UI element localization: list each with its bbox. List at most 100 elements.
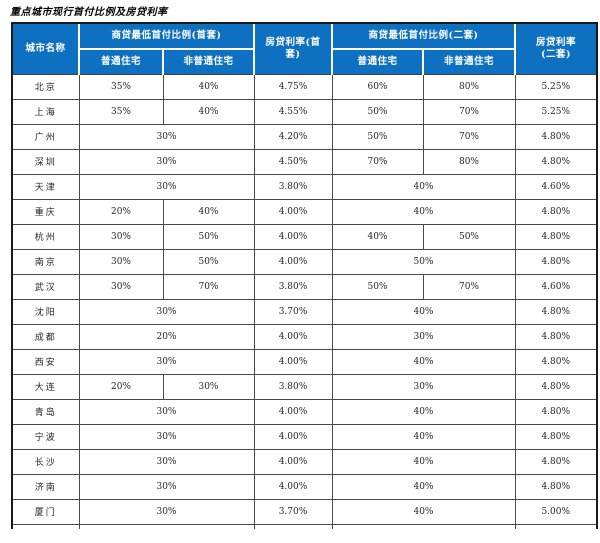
cell-second-downpayment-merged: 40% — [331, 423, 516, 450]
cell-second-rate: 4.80% — [514, 223, 596, 250]
cell-second-rate: 4.80% — [514, 398, 596, 425]
cell-first-rate: 4.00% — [253, 473, 333, 500]
cell-first-downpayment-merged: 20% — [78, 323, 255, 350]
cell-first-downpayment-merged: 30% — [78, 398, 255, 425]
cell-first-rate: 3.80% — [253, 273, 333, 300]
cell-second-rate: 4.80% — [514, 323, 596, 350]
header-row-1: 城市名称 商贷最低首付比例(首套) 房贷利率(首 套) 商贷最低首付比例(二套)… — [13, 24, 596, 75]
cell-first-downpayment-merged: 30% — [78, 173, 255, 200]
cell-city: 广州 — [13, 123, 80, 150]
table-row: 广州 30% 4.20% 50% 70% 4.80% — [13, 123, 596, 150]
cell-city: 青岛 — [13, 398, 80, 425]
table-row: 杭州 30% 50% 4.00% 40% 50% 4.80% — [13, 223, 596, 250]
table-title: 重点城市现行首付比例及房贷利率 — [10, 7, 168, 18]
cell-second-rate: 4.60% — [514, 273, 596, 300]
cell-city: 重庆 — [13, 198, 80, 225]
table-row: 长沙 30% 4.00% 40% 4.80% — [13, 448, 596, 475]
cell-second-non-ordinary: 70% — [422, 273, 516, 300]
cell-first-non-ordinary: 70% — [162, 273, 255, 300]
cell-first-rate: 4.50% — [253, 148, 333, 175]
cell-first-ordinary: 30% — [78, 273, 164, 300]
cell-first-downpayment-merged: 30% — [78, 123, 255, 150]
cell-first-downpayment-merged: 30% — [78, 298, 255, 325]
header-first-downpayment-section: 商贷最低首付比例(首套) — [78, 24, 255, 50]
cell-first-non-ordinary: 50% — [162, 223, 255, 250]
header-second-rate: 房贷利率 (二套) — [514, 24, 596, 75]
table-body: 北京 35% 40% 4.75% 60% 80% 5.25% 上海 35% 40% 4.55% 50%… — [13, 73, 596, 529]
cell-second-downpayment-merged: 50% — [331, 248, 516, 275]
cell-city: 上海 — [13, 98, 80, 125]
table-row: 西安 30% 4.00% 40% 4.80% — [13, 348, 596, 375]
cell-first-rate: 4.00% — [253, 398, 333, 425]
cell-first-rate: 4.00% — [253, 448, 333, 475]
cell-city: 深圳 — [13, 148, 80, 175]
cell-second-non-ordinary: 70% — [422, 123, 516, 150]
cell-first-rate: 3.70% — [253, 498, 333, 525]
cell-second-ordinary: 40% — [331, 223, 424, 250]
cell-city: 西安 — [13, 348, 80, 375]
cell-second-downpayment-merged: 40% — [331, 398, 516, 425]
cell-first-non-ordinary: 40% — [162, 73, 255, 100]
cell-first-downpayment-merged: 30% — [78, 148, 255, 175]
cell-second-rate: 4.80% — [514, 348, 596, 375]
cell-first-non-ordinary: 50% — [162, 248, 255, 275]
cell-second-downpayment-merged: 30% — [331, 373, 516, 400]
cell-second-partial — [331, 523, 516, 529]
header-second-non-ordinary: 非普通住宅 — [422, 48, 516, 75]
cell-city: 大连 — [13, 373, 80, 400]
cell-city: 厦门 — [13, 498, 80, 525]
city-downpayment-table: 城市名称 商贷最低首付比例(首套) 房贷利率(首 套) 商贷最低首付比例(二套)… — [13, 24, 596, 529]
cell-first-non-ordinary: 30% — [162, 373, 255, 400]
cell-first-ordinary: 30% — [78, 223, 164, 250]
cell-second-rate: 5.00% — [514, 498, 596, 525]
cell-first-downpayment-merged: 30% — [78, 423, 255, 450]
cell-first-rate: 4.75% — [253, 73, 333, 100]
cell-second-non-ordinary: 80% — [422, 148, 516, 175]
table-row: 厦门 30% 3.70% 40% 5.00% — [13, 498, 596, 525]
cell-first-ordinary: 20% — [78, 198, 164, 225]
cell-city: 沈阳 — [13, 298, 80, 325]
cell-second-rate: 4.80% — [514, 373, 596, 400]
table-row: 青岛 30% 4.00% 40% 4.80% — [13, 398, 596, 425]
table-row: 大连 20% 30% 3.80% 30% 4.80% — [13, 373, 596, 400]
table-row: 武汉 30% 70% 3.80% 50% 70% 4.60% — [13, 273, 596, 300]
cell-first-downpayment-merged: 30% — [78, 473, 255, 500]
header-second-ordinary: 普通住宅 — [331, 48, 424, 75]
cell-second-downpayment-merged: 30% — [331, 323, 516, 350]
cell-first-ordinary: 35% — [78, 98, 164, 125]
cell-second-rate: 4.80% — [514, 198, 596, 225]
cell-city: 杭州 — [13, 223, 80, 250]
cell-first-rate-partial — [253, 523, 333, 529]
cell-second-downpayment-merged: 40% — [331, 298, 516, 325]
cell-second-rate: 5.25% — [514, 98, 596, 125]
cell-city: 成都 — [13, 323, 80, 350]
cell-first-rate: 4.00% — [253, 223, 333, 250]
cell-first-ordinary: 30% — [78, 248, 164, 275]
cell-first-rate: 4.00% — [253, 198, 333, 225]
mortgage-rate-table: 城市名称 商贷最低首付比例(首套) 房贷利率(首 套) 商贷最低首付比例(二套)… — [11, 22, 598, 529]
cell-first-rate: 3.70% — [253, 298, 333, 325]
table-row: 宁波 30% 4.00% 40% 4.80% — [13, 423, 596, 450]
header-first-non-ordinary: 非普通住宅 — [162, 48, 255, 75]
cell-first-rate: 4.00% — [253, 348, 333, 375]
table-header: 城市名称 商贷最低首付比例(首套) 房贷利率(首 套) 商贷最低首付比例(二套)… — [13, 24, 596, 75]
cell-second-non-ordinary: 70% — [422, 98, 516, 125]
cell-city-partial — [13, 523, 80, 529]
cell-first-rate: 4.00% — [253, 323, 333, 350]
cell-second-downpayment-merged: 40% — [331, 498, 516, 525]
table-row-partial — [13, 523, 596, 529]
table-row: 南京 30% 50% 4.00% 50% 4.80% — [13, 248, 596, 275]
cell-first-downpayment-merged: 30% — [78, 348, 255, 375]
cell-city: 济南 — [13, 473, 80, 500]
cell-second-ordinary: 70% — [331, 148, 424, 175]
cell-second-rate: 4.80% — [514, 448, 596, 475]
table-row: 深圳 30% 4.50% 70% 80% 4.80% — [13, 148, 596, 175]
cell-second-rate: 4.80% — [514, 423, 596, 450]
cell-first-ordinary: 35% — [78, 73, 164, 100]
cell-second-ordinary: 60% — [331, 73, 424, 100]
cell-second-non-ordinary: 80% — [422, 73, 516, 100]
cell-second-downpayment-merged: 40% — [331, 198, 516, 225]
table-row: 天津 30% 3.80% 40% 4.60% — [13, 173, 596, 200]
header-city: 城市名称 — [13, 24, 80, 75]
